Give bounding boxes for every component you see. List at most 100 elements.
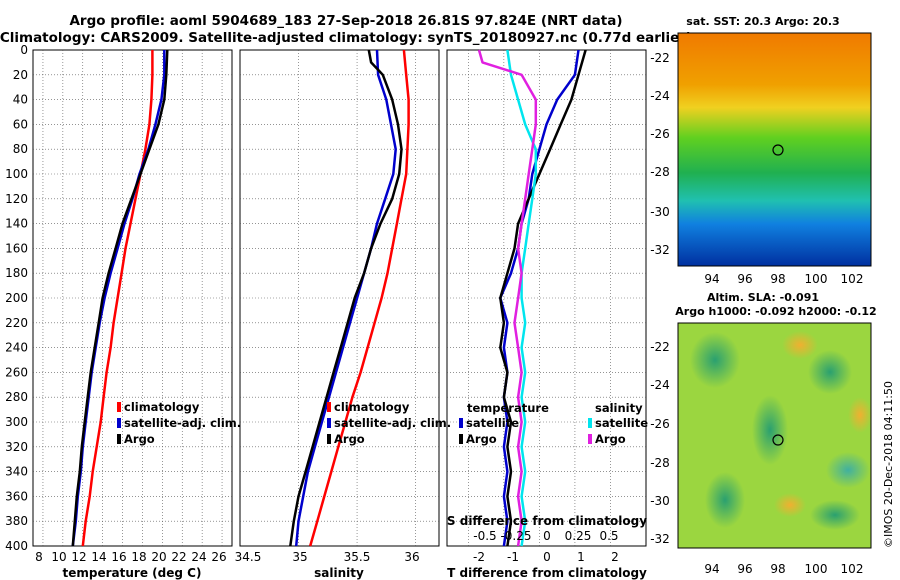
sla-map-ticks: -22 -24 -26 -28 -30 -32 94 96 98 100 102: [650, 340, 863, 576]
sla-map-blobs: [690, 331, 872, 530]
sla-blob: [705, 472, 745, 528]
map-y-tick: -32: [650, 532, 670, 546]
sla-blob: [774, 493, 806, 517]
map-x-tick: 94: [704, 562, 719, 576]
y-tick: 120: [5, 192, 28, 206]
map-x-tick: 102: [841, 562, 864, 576]
x-tick: 22: [171, 550, 186, 564]
legend-label: satellite-adj. clim.: [124, 416, 241, 430]
map-y-tick: -24: [650, 378, 670, 392]
difference-x-ticks: -2 -1 0 1 2 -0.5 -0.25 0 0.25 0.5 S diff…: [447, 514, 647, 564]
map-y-tick: -30: [650, 205, 670, 219]
map-x-tick: 98: [770, 272, 785, 286]
y-tick: 200: [5, 291, 28, 305]
temperature-x-ticks: 8 10 12 14 16 18 20 22 24 26: [35, 550, 226, 564]
map-y-tick: -22: [650, 340, 670, 354]
legend-label: satellite: [466, 416, 519, 430]
map-y-tick: -32: [650, 243, 670, 257]
map-x-tick: 100: [805, 562, 828, 576]
y-tick: 300: [5, 415, 28, 429]
y-tick: 260: [5, 365, 28, 379]
map-y-tick: -26: [650, 417, 670, 431]
sla-blob: [848, 397, 872, 433]
legend-label: satellite: [595, 416, 648, 430]
y-tick: 20: [13, 68, 28, 82]
temperature-legend: climatology satellite-adj. clim. Argo: [117, 400, 241, 446]
x-tick: 36: [404, 550, 419, 564]
x2-tick: 0.25: [565, 529, 592, 543]
x-tick: 26: [211, 550, 226, 564]
x-tick: 1: [577, 550, 585, 564]
y-tick: 140: [5, 217, 28, 231]
y-tick: 380: [5, 514, 28, 528]
map-x-tick: 102: [841, 272, 864, 286]
y-tick: 180: [5, 266, 28, 280]
sla-blob: [752, 395, 788, 465]
legend-swatch-argo: [327, 434, 331, 444]
series-line-t-argo: [499, 49, 587, 547]
salinity-x-label: salinity: [314, 566, 364, 580]
map-x-tick: 96: [737, 562, 752, 576]
profile-lines: [71, 49, 587, 547]
x-tick: 18: [131, 550, 146, 564]
map-x-tick: 94: [704, 272, 719, 286]
sla-blob: [810, 500, 860, 530]
x-tick: 2: [611, 550, 619, 564]
legend-title-salinity: salinity: [595, 401, 643, 415]
x-tick: 10: [51, 550, 66, 564]
series-line-climatology: [81, 50, 154, 547]
legend-label: satellite-adj. clim.: [334, 416, 451, 430]
map-x-tick: 96: [737, 272, 752, 286]
title-line-1: Argo profile: aoml 5904689_183 27-Sep-20…: [69, 13, 622, 29]
legend-title-temperature: temperature: [467, 401, 549, 415]
sst-map-title: sat. SST: 20.3 Argo: 20.3: [686, 15, 839, 28]
x-tick: 16: [111, 550, 126, 564]
sla-map-subtitle: Argo h1000: -0.092 h2000: -0.12: [675, 305, 876, 318]
map-y-tick: -22: [650, 51, 670, 65]
map-y-tick: -26: [650, 127, 670, 141]
map-y-tick: -28: [650, 165, 670, 179]
sla-blob: [826, 452, 870, 488]
series-line-climatology: [308, 49, 410, 547]
sla-map-frame: [677, 322, 872, 549]
legend-swatch-satellite: [327, 418, 331, 428]
x-tick: 24: [191, 550, 206, 564]
sla-map-title: Altim. SLA: -0.091: [707, 291, 819, 304]
legend-swatch-satellite: [117, 418, 121, 428]
sla-blob: [690, 332, 740, 388]
x-tick: 35.5: [344, 550, 371, 564]
x2-tick: -0.25: [500, 529, 531, 543]
x2-tick: -0.5: [473, 529, 496, 543]
y-tick: 60: [13, 117, 28, 131]
argo-location-marker: [772, 144, 784, 156]
legend-label: climatology: [124, 400, 200, 414]
series-line-argo: [71, 49, 169, 547]
legend-swatch-t-satellite: [459, 418, 463, 428]
y-tick: 0: [20, 43, 28, 57]
x-tick: 35: [292, 550, 307, 564]
y-tick: 240: [5, 341, 28, 355]
y-tick: 160: [5, 241, 28, 255]
y-tick: 100: [5, 167, 28, 181]
map-y-tick: -24: [650, 89, 670, 103]
sla-blob: [782, 331, 818, 359]
t-difference-label: T difference from climatology: [447, 566, 647, 580]
series-line-s-satellite: [506, 49, 538, 547]
x-tick: 14: [91, 550, 106, 564]
legend-label: climatology: [334, 400, 410, 414]
y-tick: 360: [5, 489, 28, 503]
y-tick: 340: [5, 465, 28, 479]
difference-legend: temperature salinity satellite Argo sate…: [459, 401, 648, 446]
argo-location-marker: [772, 434, 784, 446]
series-line-s-argo: [477, 49, 538, 547]
x2-tick: 0.5: [599, 529, 618, 543]
legend-swatch-s-argo: [588, 434, 592, 444]
salinity-x-ticks: 34.5 35 35.5 36: [235, 550, 420, 564]
y-tick: 220: [5, 316, 28, 330]
y-tick: 80: [13, 142, 28, 156]
sla-blob: [808, 350, 852, 394]
x-tick: 12: [71, 550, 86, 564]
grid-lines: [33, 50, 646, 546]
s-difference-label: S difference from climatology: [447, 514, 647, 528]
